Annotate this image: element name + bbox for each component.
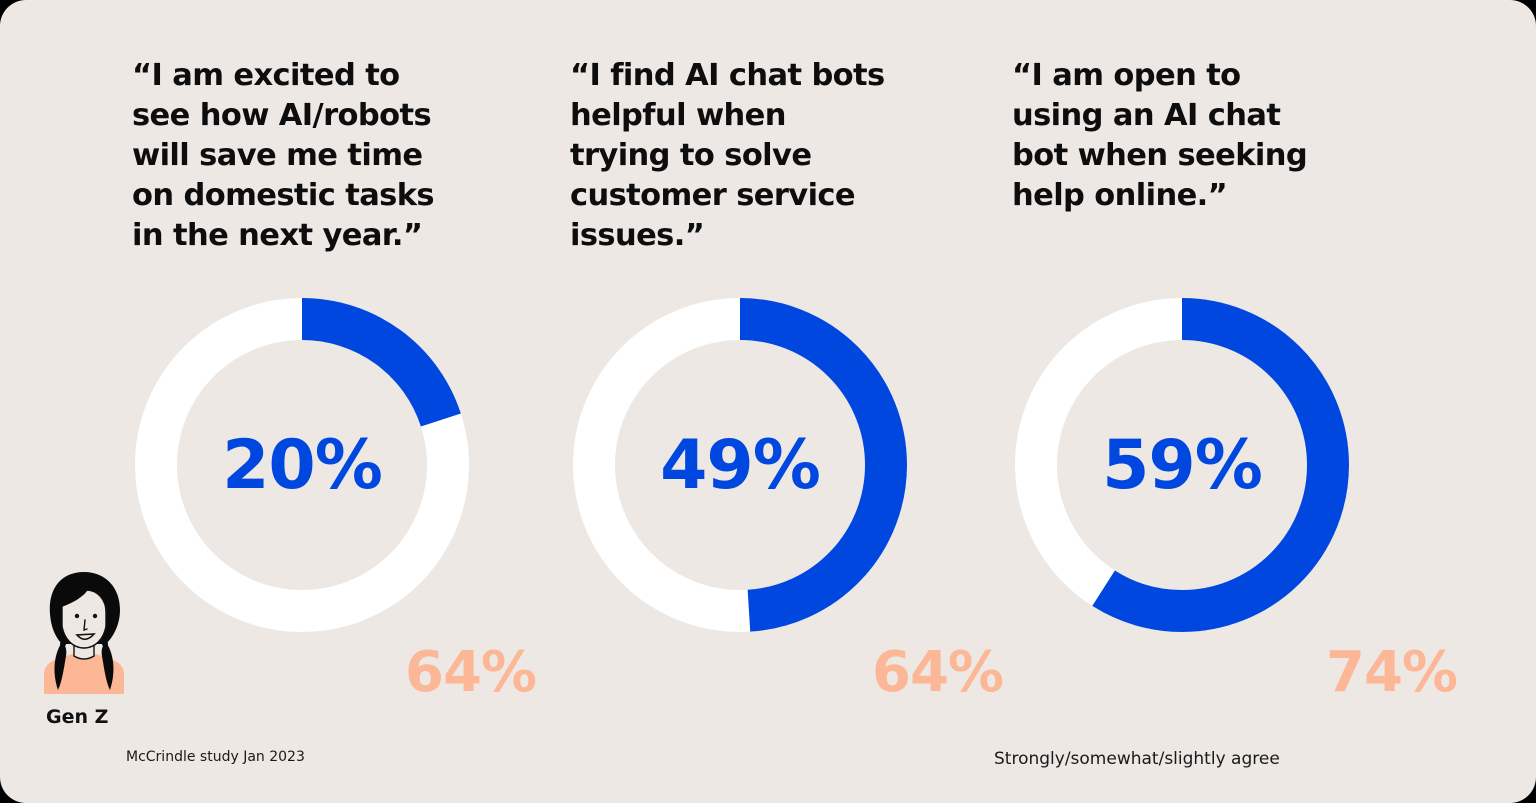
value-percentage: 49% — [660, 425, 821, 505]
donut-chart-customer-service: 49% — [572, 297, 908, 633]
legend-footnote: Strongly/somewhat/slightly agree — [994, 749, 1280, 769]
comparison-percentage: 74% — [1326, 640, 1458, 705]
donut-ring — [135, 298, 469, 632]
quote-domestic-tasks: “I am excited to see how AI/robots will … — [132, 58, 435, 253]
ring-value-arc — [1015, 298, 1349, 632]
donut-chart-domestic-tasks: 20% — [134, 297, 470, 633]
value-percentage: 59% — [1102, 425, 1263, 505]
gen-z-avatar-icon — [44, 572, 124, 694]
ring-value-arc — [573, 298, 907, 632]
donut-ring — [1015, 298, 1349, 632]
donut-chart-seeking-help: 59% — [1014, 297, 1350, 633]
source-citation: McCrindle study Jan 2023 — [126, 749, 305, 765]
quote-seeking-help: “I am open to using an AI chat bot when … — [1012, 58, 1308, 213]
comparison-percentage: 64% — [872, 640, 1004, 705]
comparison-percentage: 64% — [405, 640, 537, 705]
persona-label: Gen Z — [46, 706, 109, 728]
quote-customer-service: “I find AI chat bots helpful when trying… — [570, 58, 885, 253]
value-percentage: 20% — [222, 425, 383, 505]
ring-value-arc — [135, 298, 469, 632]
donut-ring — [573, 298, 907, 632]
